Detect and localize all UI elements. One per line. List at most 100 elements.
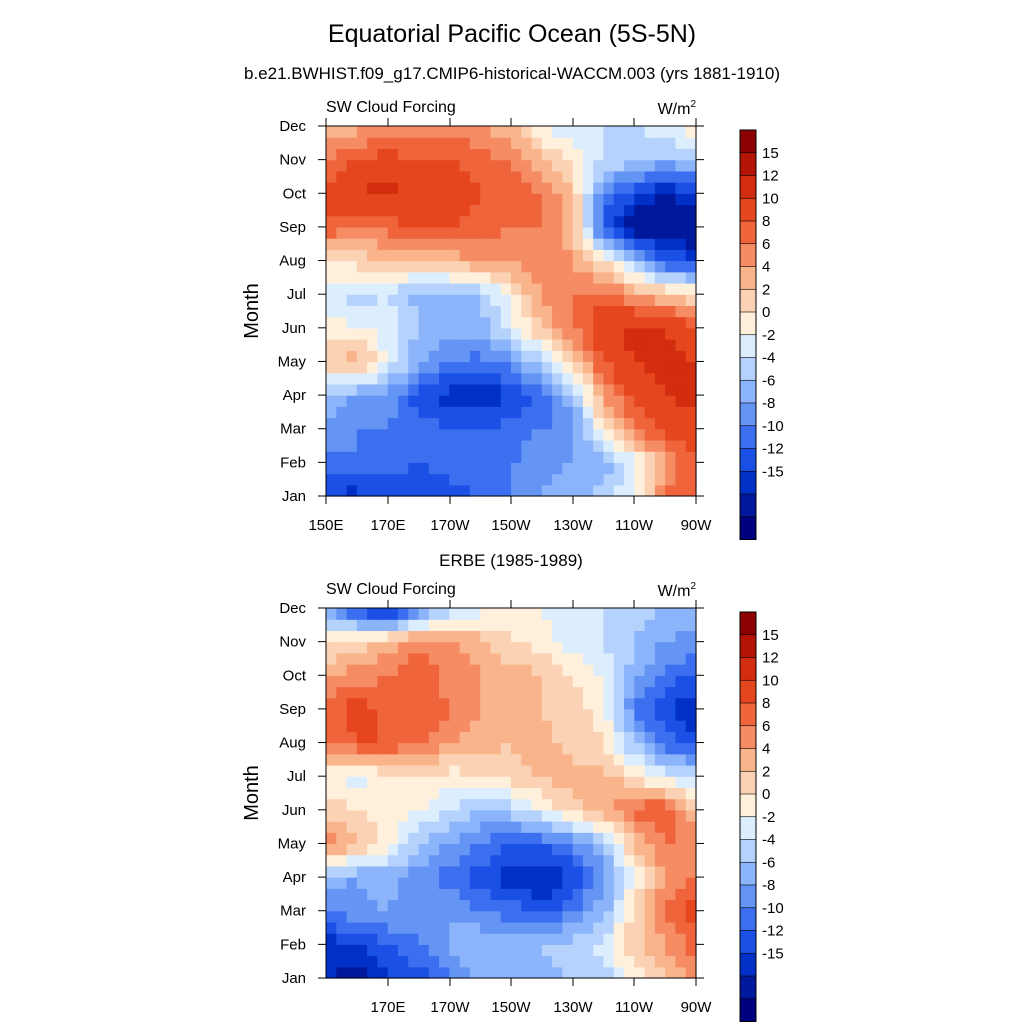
heatmap-cell: [408, 697, 420, 710]
y-tick-label: Nov: [279, 152, 306, 169]
heatmap-cell: [367, 899, 378, 912]
heatmap-cell: [552, 944, 563, 957]
heatmap-cell: [572, 417, 584, 430]
heatmap-cell: [346, 843, 358, 856]
heatmap-cell: [459, 226, 471, 239]
heatmap-cell: [397, 439, 409, 452]
heatmap-cell: [675, 877, 687, 889]
heatmap-cell: [675, 238, 687, 250]
heatmap-cell: [336, 439, 348, 452]
heatmap-cell: [346, 417, 358, 430]
heatmap-cell: [613, 395, 625, 407]
heatmap-cell: [572, 282, 584, 295]
heatmap-cell: [326, 417, 337, 430]
heatmap-cell: [552, 182, 563, 194]
heatmap-cell: [675, 686, 687, 699]
heatmap-cell: [500, 742, 512, 755]
heatmap-cell: [469, 193, 481, 206]
heatmap-cell: [634, 630, 646, 643]
heatmap-cell: [459, 933, 471, 945]
heatmap-cell: [439, 843, 450, 856]
heatmap-cell: [377, 159, 389, 172]
heatmap-cell: [469, 798, 481, 811]
heatmap-cell: [654, 921, 666, 934]
heatmap-cell: [439, 809, 450, 822]
heatmap-cell: [387, 899, 399, 912]
heatmap-cell: [685, 350, 697, 363]
heatmap-cell: [397, 260, 409, 273]
heatmap-cell: [336, 686, 348, 699]
heatmap-cell: [377, 854, 389, 867]
heatmap-cell: [459, 316, 471, 329]
heatmap-cell: [685, 383, 697, 396]
heatmap-cell: [531, 316, 543, 329]
heatmap-cell: [624, 854, 635, 867]
colorbar-label: 15: [762, 145, 779, 162]
heatmap-cell: [675, 439, 687, 452]
heatmap-cell: [356, 271, 368, 284]
heatmap-cell: [665, 439, 677, 452]
heatmap-cell: [562, 933, 574, 945]
heatmap-cell: [521, 395, 533, 407]
heatmap-cell: [500, 809, 512, 822]
heatmap-cell: [593, 215, 605, 228]
heatmap-cell: [582, 395, 594, 407]
heatmap-cell: [654, 630, 666, 643]
heatmap-cell: [521, 137, 533, 150]
heatmap-cell: [593, 451, 605, 463]
heatmap-cell: [572, 809, 584, 822]
heatmap-cell: [418, 877, 430, 889]
heatmap-cell: [624, 910, 635, 923]
heatmap-cell: [603, 731, 615, 744]
heatmap-cell: [665, 664, 677, 676]
heatmap-cell: [428, 697, 440, 710]
heatmap-cell: [665, 877, 677, 889]
heatmap-cell: [521, 339, 533, 351]
heatmap-cell: [439, 439, 450, 452]
heatmap-cell: [552, 294, 563, 306]
heatmap-cell: [644, 888, 656, 901]
heatmap-cell: [459, 395, 471, 407]
heatmap-cell: [500, 686, 512, 699]
heatmap-cell: [377, 708, 389, 721]
heatmap-cell: [562, 428, 574, 441]
heatmap-cell: [624, 383, 635, 396]
heatmap-cell: [665, 753, 677, 766]
heatmap-cell: [346, 327, 358, 340]
heatmap-cell: [634, 137, 646, 150]
heatmap-cell: [593, 933, 605, 945]
heatmap-cell: [521, 361, 533, 374]
heatmap-cell: [562, 809, 574, 822]
colorbar-swatch: [740, 152, 756, 176]
heatmap-cell: [449, 170, 461, 183]
heatmap-cell: [675, 776, 687, 788]
heatmap-cell: [500, 126, 512, 138]
heatmap-cell: [397, 204, 409, 217]
heatmap-cell: [624, 484, 635, 497]
heatmap-cell: [654, 798, 666, 811]
heatmap-cell: [562, 238, 574, 250]
heatmap-cell: [582, 361, 594, 374]
heatmap-cell: [572, 652, 584, 665]
heatmap-cell: [552, 159, 563, 172]
heatmap-cell: [377, 126, 389, 138]
heatmap-cell: [654, 910, 666, 923]
heatmap-cell: [624, 821, 635, 833]
heatmap-cell: [356, 787, 368, 800]
heatmap-cell: [428, 764, 440, 777]
heatmap-cell: [490, 238, 502, 250]
heatmap-cell: [521, 821, 533, 833]
heatmap-cell: [397, 372, 409, 385]
heatmap-cell: [511, 854, 522, 867]
heatmap-cell: [377, 764, 389, 777]
heatmap-cell: [511, 238, 522, 250]
heatmap-cell: [572, 260, 584, 273]
heatmap-cell: [562, 170, 574, 183]
heatmap-cell: [469, 215, 481, 228]
heatmap-cell: [356, 921, 368, 934]
heatmap-cell: [624, 316, 635, 329]
heatmap-cell: [439, 148, 450, 161]
colorbar-label: 12: [762, 168, 779, 185]
heatmap-cell: [367, 383, 378, 396]
heatmap-cell: [346, 809, 358, 822]
